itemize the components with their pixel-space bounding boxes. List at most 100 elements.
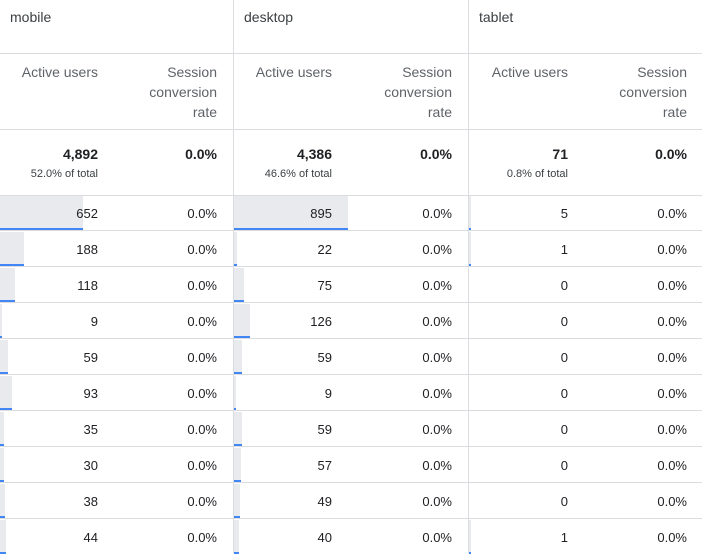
active-users-cell: 59 [317, 350, 332, 365]
users-bar [0, 484, 5, 518]
users-bar-accent [234, 336, 250, 338]
row-divider [0, 53, 702, 54]
row-divider [0, 195, 702, 196]
total-conversion-rate: 0.0% [420, 146, 452, 162]
active-users-cell: 1 [560, 242, 568, 257]
users-bar [0, 304, 2, 338]
conversion-rate-cell: 0.0% [657, 314, 687, 329]
conversion-rate-cell: 0.0% [422, 206, 452, 221]
active-users-cell: 0 [560, 350, 568, 365]
active-users-cell: 40 [317, 530, 332, 545]
column-header-session-conversion-rate[interactable]: Session conversion rate [619, 64, 687, 120]
conversion-rate-cell: 0.0% [657, 350, 687, 365]
column-header-session-conversion-rate[interactable]: Session conversion rate [384, 64, 452, 120]
active-users-cell: 5 [560, 206, 568, 221]
active-users-cell: 22 [317, 242, 332, 257]
total-active-users: 4,386 [296, 146, 332, 162]
users-bar-accent [234, 300, 244, 302]
active-users-cell: 895 [310, 206, 332, 221]
active-users-cell: 652 [76, 206, 98, 221]
column-header-active-users[interactable]: Active users [491, 64, 568, 80]
users-bar-accent [234, 480, 241, 482]
column-header-active-users[interactable]: Active users [21, 64, 98, 80]
active-users-cell: 38 [83, 494, 98, 509]
users-bar [234, 232, 237, 266]
users-bar [234, 304, 250, 338]
active-users-cell: 188 [76, 242, 98, 257]
users-bar-accent [234, 228, 348, 230]
users-bar [234, 376, 236, 410]
users-bar-accent [0, 480, 4, 482]
users-bar-accent [234, 516, 240, 518]
users-bar [469, 196, 471, 230]
users-bar-accent [0, 372, 8, 374]
users-bar [234, 196, 348, 230]
total-percentage: 52.0% of total [30, 168, 98, 180]
total-percentage: 0.8% of total [506, 168, 568, 180]
conversion-rate-cell: 0.0% [187, 458, 217, 473]
conversion-rate-cell: 0.0% [657, 458, 687, 473]
users-bar [234, 484, 240, 518]
conversion-rate-cell: 0.0% [657, 278, 687, 293]
users-bar [0, 340, 8, 374]
users-bar [0, 268, 15, 302]
users-bar [0, 412, 4, 446]
dimension-header-mobile[interactable]: mobile [10, 9, 52, 25]
column-divider [468, 0, 469, 553]
column-header-active-users[interactable]: Active users [255, 64, 332, 80]
conversion-rate-cell: 0.0% [187, 242, 217, 257]
conversion-rate-cell: 0.0% [657, 494, 687, 509]
users-bar [0, 520, 6, 554]
conversion-rate-cell: 0.0% [657, 206, 687, 221]
active-users-cell: 59 [317, 422, 332, 437]
users-bar [234, 268, 244, 302]
users-bar-accent [0, 408, 12, 410]
users-bar [234, 520, 239, 554]
users-bar-accent [234, 372, 242, 374]
conversion-rate-cell: 0.0% [422, 278, 452, 293]
users-bar-accent [0, 300, 15, 302]
users-bar [469, 232, 471, 266]
users-bar [0, 196, 83, 230]
active-users-cell: 0 [560, 314, 568, 329]
active-users-cell: 75 [317, 278, 332, 293]
users-bar [234, 448, 241, 482]
users-bar [469, 520, 471, 554]
users-bar [234, 340, 242, 374]
conversion-rate-cell: 0.0% [422, 494, 452, 509]
active-users-cell: 9 [324, 386, 332, 401]
row-divider [0, 302, 702, 303]
users-bar-accent [0, 264, 24, 266]
conversion-rate-cell: 0.0% [657, 386, 687, 401]
users-bar [0, 448, 4, 482]
users-bar [0, 376, 12, 410]
conversion-rate-cell: 0.0% [657, 422, 687, 437]
users-bar-accent [234, 444, 242, 446]
total-conversion-rate: 0.0% [655, 146, 687, 162]
users-bar-accent [234, 408, 236, 410]
conversion-rate-cell: 0.0% [187, 422, 217, 437]
row-divider [0, 446, 702, 447]
active-users-cell: 9 [90, 314, 98, 329]
conversion-rate-cell: 0.0% [422, 386, 452, 401]
active-users-cell: 93 [83, 386, 98, 401]
conversion-rate-cell: 0.0% [422, 350, 452, 365]
column-divider [233, 0, 234, 553]
active-users-cell: 0 [560, 494, 568, 509]
dimension-header-tablet[interactable]: tablet [479, 9, 514, 25]
row-divider [0, 266, 702, 267]
conversion-rate-cell: 0.0% [657, 530, 687, 545]
users-bar [234, 412, 242, 446]
active-users-cell: 126 [310, 314, 332, 329]
conversion-rate-cell: 0.0% [187, 494, 217, 509]
active-users-cell: 30 [83, 458, 98, 473]
row-divider [0, 410, 702, 411]
dimension-header-desktop[interactable]: desktop [244, 9, 294, 25]
column-header-session-conversion-rate[interactable]: Session conversion rate [149, 64, 217, 120]
conversion-rate-cell: 0.0% [657, 242, 687, 257]
conversion-rate-cell: 0.0% [187, 530, 217, 545]
users-bar-accent [0, 516, 5, 518]
total-percentage: 46.6% of total [264, 168, 332, 180]
active-users-cell: 118 [77, 278, 98, 293]
